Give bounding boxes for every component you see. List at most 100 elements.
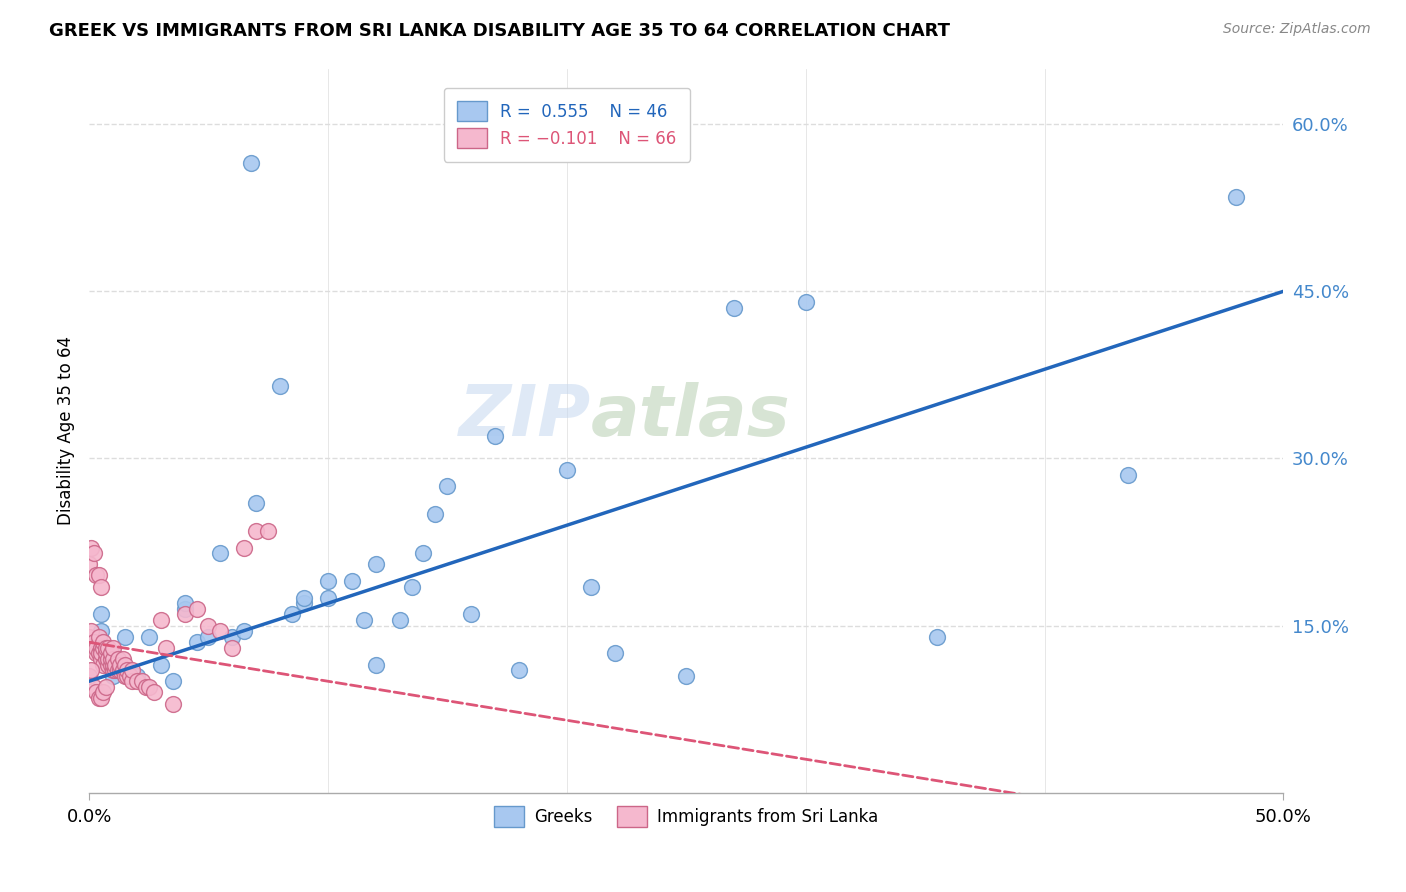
Point: [388, 613, 411, 627]
Point: [97, 640, 120, 655]
Point: [353, 613, 375, 627]
Point: [111, 663, 134, 677]
Point: [80, 663, 103, 677]
Point: [111, 652, 134, 666]
Point: [101, 640, 124, 655]
Point: [104, 657, 127, 672]
Point: [245, 496, 267, 510]
Y-axis label: Disability Age 35 to 64: Disability Age 35 to 64: [58, 336, 75, 525]
Point: [292, 591, 315, 605]
Point: [90, 652, 112, 666]
Point: [83, 680, 105, 694]
Point: [155, 640, 177, 655]
Point: [114, 668, 136, 682]
Point: [675, 668, 697, 682]
Point: [108, 663, 131, 677]
Point: [138, 630, 160, 644]
Point: [97, 657, 120, 672]
Point: [83, 640, 105, 655]
Point: [90, 647, 112, 661]
Point: [555, 462, 578, 476]
Point: [508, 663, 530, 677]
Point: [94, 647, 117, 661]
Point: [87, 690, 110, 705]
Text: Source: ZipAtlas.com: Source: ZipAtlas.com: [1223, 22, 1371, 37]
Point: [316, 591, 339, 605]
Point: [131, 674, 153, 689]
Point: [107, 652, 129, 666]
Point: [108, 657, 131, 672]
Point: [579, 580, 602, 594]
Point: [100, 647, 122, 661]
Point: [93, 657, 115, 672]
Point: [173, 602, 195, 616]
Point: [364, 558, 387, 572]
Point: [97, 652, 120, 666]
Point: [93, 635, 115, 649]
Point: [186, 602, 208, 616]
Point: [83, 635, 105, 649]
Text: ZIP: ZIP: [458, 382, 591, 450]
Point: [603, 647, 626, 661]
Point: [135, 680, 157, 694]
Point: [173, 607, 195, 622]
Point: [90, 640, 112, 655]
Point: [77, 630, 100, 644]
Point: [340, 574, 363, 588]
Point: [101, 668, 124, 682]
Point: [93, 640, 115, 655]
Point: [269, 379, 291, 393]
Point: [460, 607, 482, 622]
Point: [245, 524, 267, 538]
Point: [93, 685, 115, 699]
Point: [121, 663, 143, 677]
Point: [87, 568, 110, 582]
Point: [83, 546, 105, 560]
Point: [125, 674, 148, 689]
Point: [925, 630, 948, 644]
Point: [101, 663, 124, 677]
Point: [162, 674, 184, 689]
Point: [100, 652, 122, 666]
Point: [209, 624, 232, 639]
Point: [84, 568, 107, 582]
Point: [484, 429, 506, 443]
Point: [240, 156, 263, 170]
Point: [87, 630, 110, 644]
Point: [117, 663, 139, 677]
Point: [84, 647, 107, 661]
Point: [233, 624, 256, 639]
Point: [87, 647, 110, 661]
Point: [1116, 468, 1139, 483]
Point: [149, 613, 172, 627]
Point: [118, 668, 141, 682]
Point: [77, 558, 100, 572]
Point: [364, 657, 387, 672]
Text: GREEK VS IMMIGRANTS FROM SRI LANKA DISABILITY AGE 35 TO 64 CORRELATION CHART: GREEK VS IMMIGRANTS FROM SRI LANKA DISAB…: [49, 22, 950, 40]
Point: [316, 574, 339, 588]
Point: [80, 624, 103, 639]
Point: [100, 657, 122, 672]
Point: [794, 295, 817, 310]
Point: [84, 685, 107, 699]
Point: [221, 640, 243, 655]
Point: [292, 596, 315, 610]
Point: [138, 680, 160, 694]
Point: [173, 596, 195, 610]
Point: [233, 541, 256, 555]
Point: [142, 685, 165, 699]
Point: [94, 652, 117, 666]
Point: [84, 640, 107, 655]
Point: [114, 630, 136, 644]
Point: [117, 668, 139, 682]
Point: [90, 690, 112, 705]
Point: [90, 624, 112, 639]
Point: [90, 607, 112, 622]
Point: [197, 618, 219, 632]
Text: atlas: atlas: [591, 382, 790, 450]
Point: [107, 663, 129, 677]
Point: [77, 668, 100, 682]
Point: [104, 663, 127, 677]
Point: [125, 668, 148, 682]
Point: [257, 524, 280, 538]
